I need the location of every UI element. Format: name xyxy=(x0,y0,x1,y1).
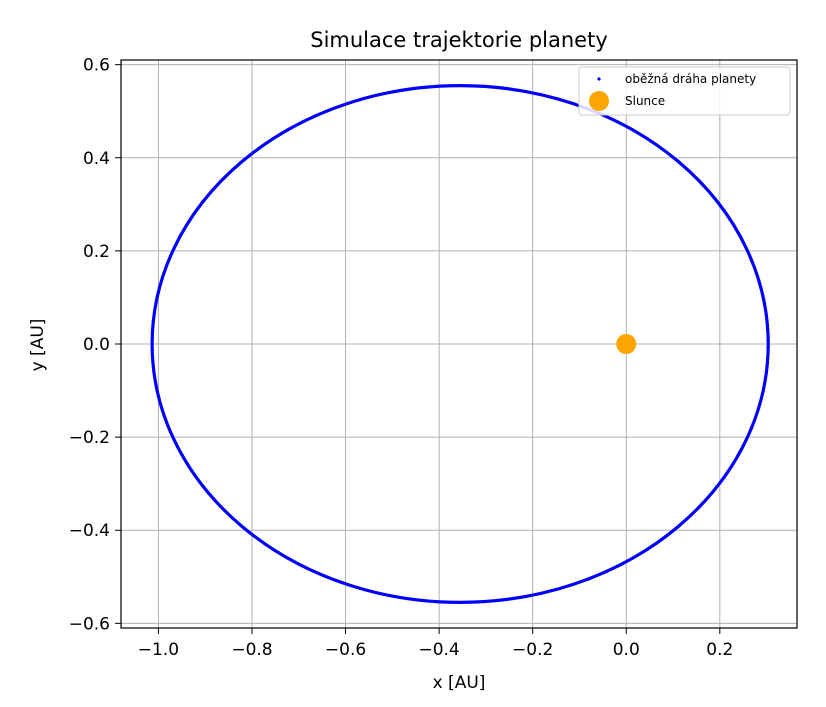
x-axis-label: x [AU] xyxy=(433,673,486,693)
x-tick-label: −0.2 xyxy=(512,640,553,660)
x-tick-label: −1.0 xyxy=(138,640,179,660)
x-tick-label: −0.4 xyxy=(418,640,459,660)
ticks: −1.0 −0.8 −0.6 −0.4 −0.2 0.0 0.2 −0.6 −0.4 −0.2 0.… xyxy=(69,56,734,660)
x-tick-label: 0.0 xyxy=(613,640,640,660)
chart-title: Simulace trajektorie planety xyxy=(310,28,608,52)
y-axis-label: y [AU] xyxy=(28,319,48,372)
orbit-path xyxy=(150,84,770,604)
legend-orbit-marker xyxy=(597,77,601,81)
y-tick-label: −0.2 xyxy=(69,428,110,448)
legend-sun-marker xyxy=(589,91,609,111)
sun-point xyxy=(616,334,637,354)
legend-label-sun: Slunce xyxy=(625,94,665,108)
y-tick-label: 0.6 xyxy=(83,56,110,76)
x-tick-label: −0.8 xyxy=(231,640,272,660)
y-tick-label: 0.0 xyxy=(83,335,110,355)
y-tick-label: 0.2 xyxy=(83,242,110,262)
legend-box xyxy=(578,66,791,116)
legend-label-orbit: oběžná dráha planety xyxy=(625,72,756,86)
y-tick-label: −0.6 xyxy=(69,614,110,634)
x-tick-label: 0.2 xyxy=(706,640,733,660)
legend: oběžná dráha planety Slunce xyxy=(578,66,791,116)
y-tick-label: −0.4 xyxy=(69,521,110,541)
y-tick-label: 0.4 xyxy=(83,149,110,169)
plot-data xyxy=(150,84,770,604)
grid xyxy=(121,60,797,628)
x-tick-label: −0.6 xyxy=(325,640,366,660)
